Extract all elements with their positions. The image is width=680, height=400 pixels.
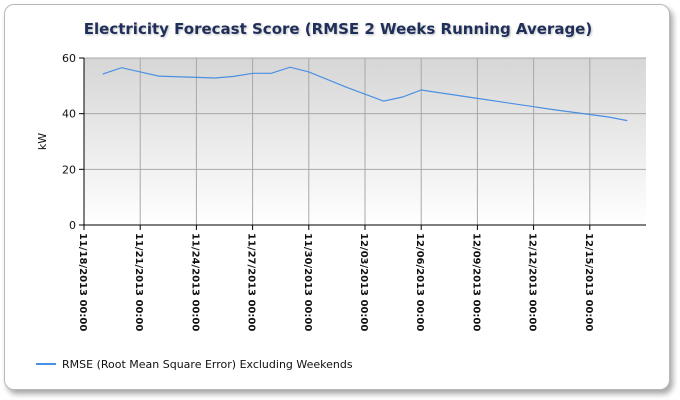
- y-tick-label: 60: [62, 52, 76, 65]
- x-tick-label: 12/03/2013 00:00: [358, 233, 369, 331]
- grid-lines: [84, 57, 646, 225]
- legend: RMSE (Root Mean Square Error) Excluding …: [36, 356, 353, 372]
- y-tick-labels: 0 20 40 60: [62, 52, 76, 232]
- series-layer: [102, 66, 628, 122]
- x-tick-label: 11/27/2013 00:00: [246, 233, 257, 331]
- chart-title: Electricity Forecast Score (RMSE 2 Weeks…: [83, 20, 593, 38]
- x-tick-label: 12/06/2013 00:00: [414, 233, 425, 331]
- x-tick-label: 12/09/2013 00:00: [470, 233, 481, 331]
- legend-label-rmse: RMSE (Root Mean Square Error) Excluding …: [62, 357, 353, 371]
- x-tick-label: 11/30/2013 00:00: [302, 233, 313, 331]
- x-tick-label: 11/24/2013 00:00: [189, 233, 200, 331]
- y-tick-label: 20: [62, 163, 76, 176]
- x-tick-label: 11/21/2013 00:00: [133, 233, 144, 331]
- axes: [79, 57, 646, 230]
- legend-swatch: [36, 363, 56, 365]
- y-tick-label: 0: [69, 219, 76, 232]
- y-axis-label: kW: [36, 133, 49, 150]
- x-tick-label: 12/12/2013 00:00: [527, 233, 538, 331]
- y-tick-label: 40: [62, 108, 76, 121]
- series-line-rmse: [102, 66, 628, 122]
- x-tick-labels: 11/18/2013 00:00 11/21/2013 00:00 11/24/20…: [77, 233, 594, 331]
- x-tick-label: 11/18/2013 00:00: [77, 233, 88, 331]
- x-tick-label: 12/15/2013 00:00: [583, 233, 594, 331]
